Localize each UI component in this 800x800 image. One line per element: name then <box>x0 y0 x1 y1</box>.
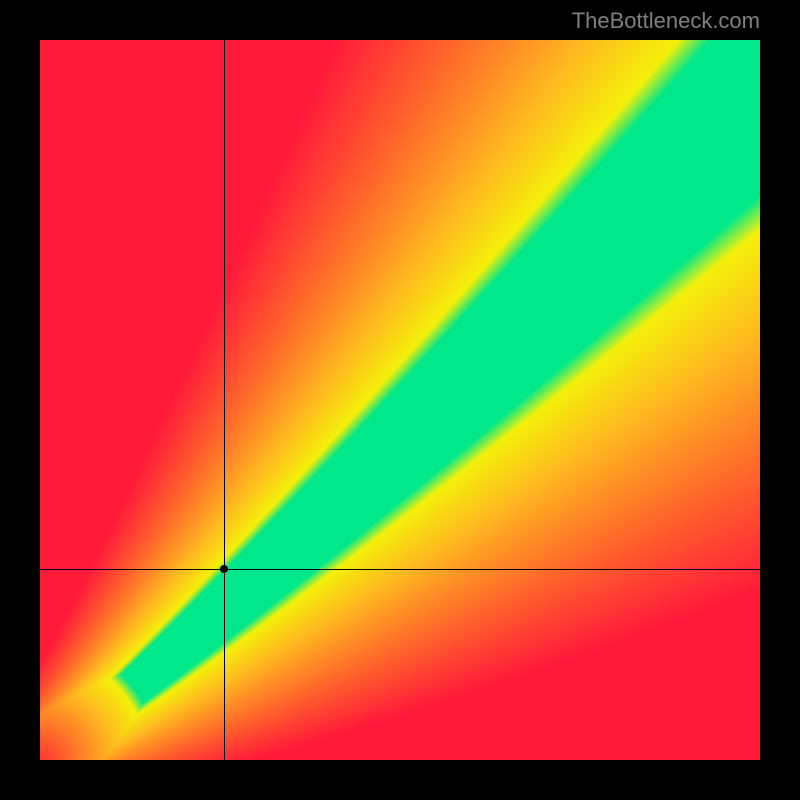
crosshair-vertical <box>224 40 225 760</box>
crosshair-horizontal <box>40 569 760 570</box>
watermark-text: TheBottleneck.com <box>572 8 760 34</box>
marker-dot <box>220 565 228 573</box>
heatmap-plot <box>40 40 760 760</box>
heatmap-canvas <box>40 40 760 760</box>
